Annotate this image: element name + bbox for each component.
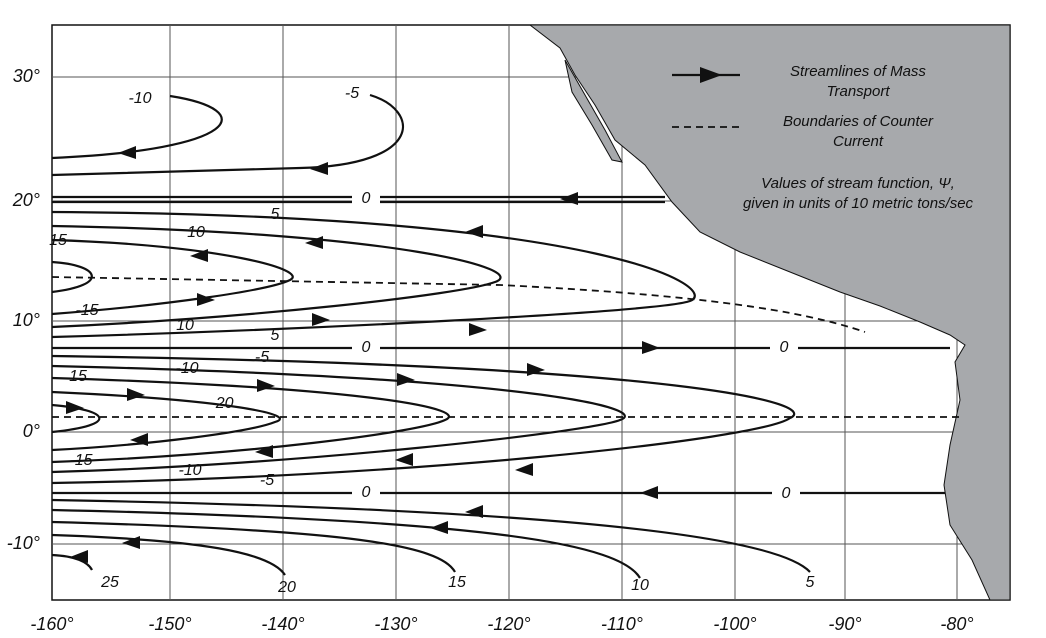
contour-label: -5 [255, 349, 269, 366]
contour-label: -20 [210, 395, 233, 412]
legend: Streamlines of Mass Transport Boundaries… [672, 63, 974, 212]
contour-label: 10 [631, 577, 649, 594]
contour-label: 10 [187, 224, 205, 241]
contour-label: 0 [782, 485, 791, 502]
contour-label: 5 [271, 327, 280, 344]
arrows [66, 146, 660, 563]
contour-label: 0 [362, 484, 371, 501]
legend-text: Transport [826, 83, 890, 100]
contour-label: 10 [176, 317, 194, 334]
contour-label: 15 [448, 574, 466, 591]
lat-label: -10° [7, 533, 40, 553]
contour-label: 0 [362, 190, 371, 207]
contour-label: 0 [362, 339, 371, 356]
contour-label: -10 [175, 360, 198, 377]
contour-label: -15 [75, 302, 98, 319]
legend-text: Boundaries of Counter [783, 113, 934, 130]
lon-label: -120° [487, 614, 530, 634]
contour-label: -5 [260, 472, 274, 489]
contour-label: -5 [345, 85, 359, 102]
lon-label: -140° [261, 614, 304, 634]
legend-text: Streamlines of Mass [790, 63, 926, 80]
lat-label: 30° [13, 66, 40, 86]
contour-label: 5 [806, 574, 815, 591]
legend-text: Current [833, 133, 884, 150]
lat-label: 20° [12, 190, 40, 210]
legend-text: given in units of 10 metric tons/sec [743, 195, 974, 212]
contour-label: 25 [100, 574, 119, 591]
lat-label: 0° [23, 421, 40, 441]
contour-label: -15 [69, 452, 92, 469]
lon-label: -80° [940, 614, 973, 634]
contour-label: -10 [178, 462, 201, 479]
contour-label: 0 [780, 339, 789, 356]
land [528, 24, 1011, 601]
axis-labels: 30° 20° 10° 0° -10° -160° -150° -140° -1… [7, 66, 974, 634]
contour-label: 15 [49, 232, 67, 249]
contour-label: 5 [271, 206, 280, 223]
contour-labels: -10 -5 0 5 10 15 -15 10 5 0 0 -5 -10 15 … [49, 85, 814, 596]
lat-label: 10° [13, 310, 40, 330]
contour-label: 20 [277, 579, 296, 596]
lon-label: -110° [601, 614, 643, 634]
contour-label: -10 [128, 90, 151, 107]
lon-label: -90° [828, 614, 861, 634]
lon-label: -150° [148, 614, 191, 634]
lon-label: -100° [713, 614, 756, 634]
lon-label: -130° [374, 614, 417, 634]
contour-label: 15 [69, 368, 87, 385]
lon-label: -160° [30, 614, 73, 634]
legend-text: Values of stream function, Ψ, [761, 175, 955, 192]
